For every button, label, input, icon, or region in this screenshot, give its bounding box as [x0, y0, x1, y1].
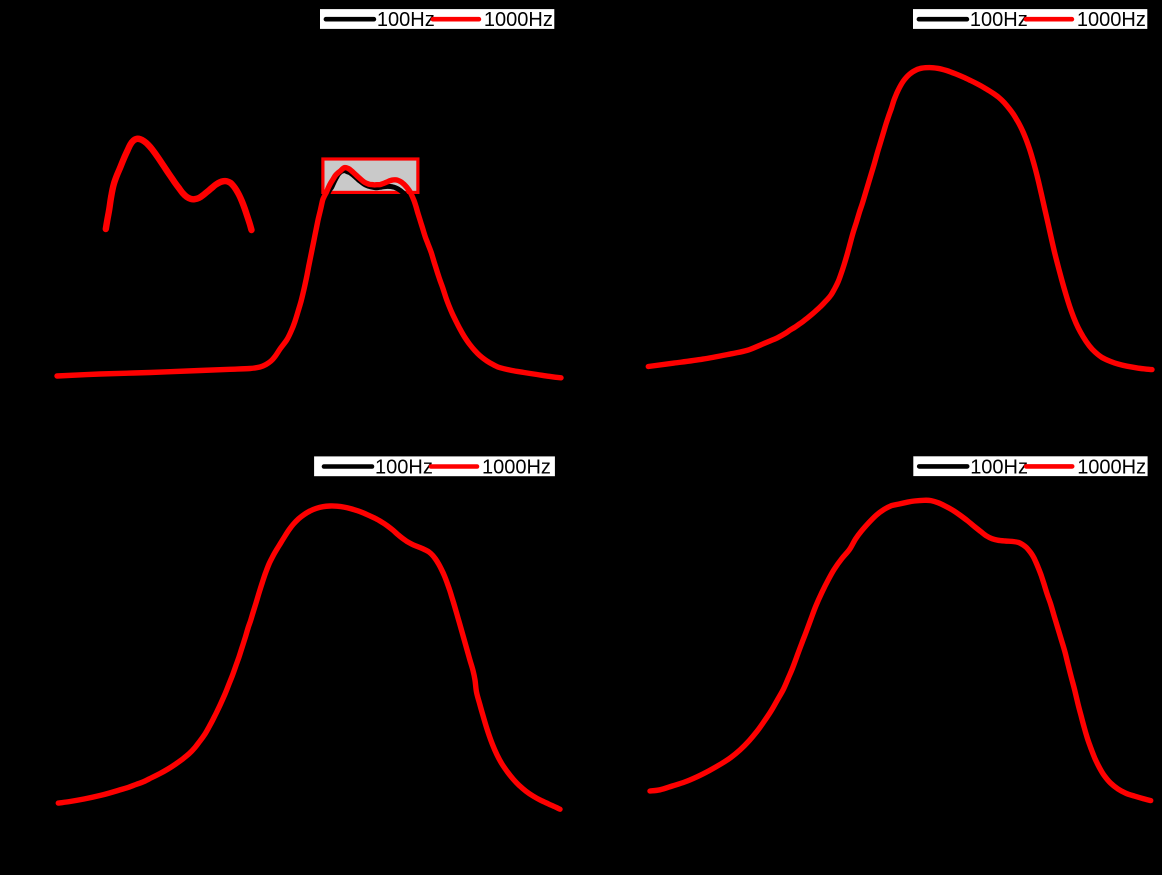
svg-text:1000Hz: 1000Hz — [482, 457, 551, 479]
svg-text:1000Hz: 1000Hz — [484, 9, 553, 31]
svg-text:1000Hz: 1000Hz — [1077, 9, 1146, 31]
svg-text:100Hz: 100Hz — [970, 9, 1028, 31]
svg-text:1000Hz: 1000Hz — [1077, 456, 1146, 478]
svg-text:100Hz: 100Hz — [970, 456, 1028, 478]
svg-text:100Hz: 100Hz — [377, 9, 435, 31]
svg-text:100Hz: 100Hz — [375, 457, 433, 479]
